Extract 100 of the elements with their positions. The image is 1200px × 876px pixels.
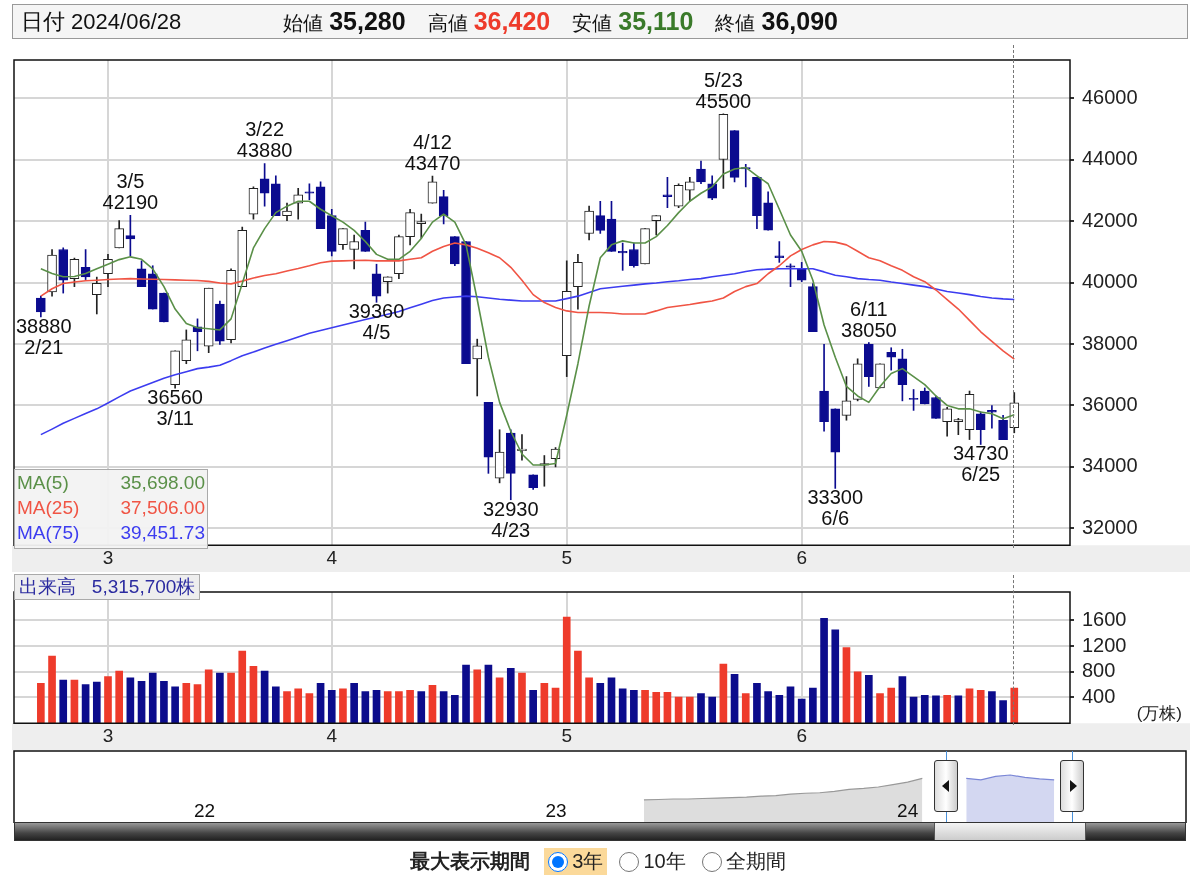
x-tick-label: 22: [193, 799, 216, 821]
bar: [831, 629, 840, 724]
bar: [406, 690, 414, 724]
text: 10年: [642, 849, 687, 874]
x-tick-label: 3: [102, 724, 114, 746]
bar: [216, 672, 224, 724]
bar: [820, 618, 828, 724]
annotation: 36560 3/11: [147, 386, 203, 430]
bar: [618, 688, 627, 724]
bar: [204, 669, 213, 724]
bar: [92, 681, 101, 724]
bar: [652, 692, 661, 724]
bar: [842, 647, 851, 724]
annotation: 6/11 38050: [841, 297, 897, 341]
bar: [48, 655, 56, 724]
bar: [37, 683, 45, 724]
bar: [853, 671, 862, 724]
bar: [865, 674, 873, 724]
bar: [462, 664, 470, 724]
bar: [976, 690, 985, 724]
bar: [339, 688, 347, 724]
text: 3年: [544, 848, 608, 875]
candlestick: [987, 405, 997, 429]
bar: [238, 650, 247, 724]
y-tick-label: 1600: [1082, 607, 1127, 630]
y-tick-label: 38000: [1082, 331, 1138, 354]
bar: [171, 686, 179, 724]
bar: [1010, 687, 1019, 724]
y-tick-label: 42000: [1082, 208, 1138, 231]
bar: [641, 690, 649, 724]
bar: [562, 616, 571, 724]
x-tick-label: 6: [796, 724, 807, 746]
annotation: 35,698.00: [120, 471, 205, 495]
bar: [160, 681, 168, 724]
bar: [685, 696, 694, 724]
bar: [417, 691, 426, 724]
text: 安値: [572, 11, 613, 34]
bar: [585, 677, 593, 724]
bar: [887, 687, 896, 724]
candlestick: [472, 338, 483, 397]
text: 最大表示期間: [410, 849, 531, 874]
annotation: 32930 4/23: [482, 497, 539, 541]
y-tick-label: 36000: [1082, 392, 1138, 415]
text: 36,090: [761, 6, 838, 35]
y-tick-label: 44000: [1082, 147, 1138, 170]
bar: [764, 691, 772, 724]
text: MA(75): [17, 521, 80, 545]
annotation: 5/23 45500: [695, 68, 752, 112]
bar: [148, 672, 157, 724]
text: 始値: [283, 11, 323, 34]
bar: [327, 690, 336, 724]
bar: [395, 691, 403, 724]
bar: [708, 696, 717, 724]
bar: [943, 694, 951, 724]
bar: [115, 670, 124, 724]
text: 35,280: [329, 6, 406, 35]
bar: [999, 700, 1007, 724]
bar: [361, 691, 370, 724]
text: 36,420: [473, 6, 551, 35]
bar: [271, 686, 280, 724]
chart-title: 日付 2024/06/28: [21, 7, 183, 36]
y-tick-label: 400: [1082, 684, 1116, 707]
x-tick-label: 5: [561, 546, 573, 568]
bar: [932, 695, 940, 724]
annotation: 38880 2/21: [16, 315, 72, 359]
bar: [574, 650, 582, 724]
text: 高値: [427, 11, 468, 34]
y-tick-label: 32000: [1082, 515, 1138, 538]
text: 全期間: [724, 849, 787, 874]
annotation: 39,451.73: [120, 521, 205, 545]
bar: [383, 691, 392, 724]
x-tick-label: 6: [796, 546, 807, 568]
text: 35,110: [618, 6, 694, 35]
text: MA(25): [17, 496, 80, 520]
bar: [350, 683, 358, 724]
bar: [753, 683, 761, 724]
bar: [59, 679, 68, 724]
annotation: 33300 6/6: [807, 486, 864, 530]
bar: [104, 676, 112, 724]
bar: [518, 672, 526, 724]
bar: [988, 691, 996, 724]
text: MA(5): [17, 471, 69, 495]
annotation: 4/12 43470: [404, 131, 461, 175]
y-tick-label: 34000: [1082, 454, 1138, 477]
bar: [876, 693, 884, 724]
annotation: 3/22 43880: [236, 118, 293, 162]
bar: [741, 693, 750, 724]
y-tick-label: 40000: [1082, 270, 1138, 293]
bar: [529, 690, 537, 724]
bar: [182, 683, 191, 724]
annotation: 37,506.00: [120, 496, 205, 520]
y-axis-title: (万株): [1136, 704, 1182, 724]
bar: [630, 690, 638, 724]
bar: [506, 667, 515, 724]
x-tick-label: 3: [102, 546, 114, 568]
annotation: 34730 6/25: [952, 442, 1009, 486]
y-tick-label: 46000: [1082, 85, 1138, 108]
x-tick-label: 5: [561, 724, 573, 746]
annotation: 5,315,700株: [91, 576, 196, 597]
bar: [920, 694, 929, 724]
